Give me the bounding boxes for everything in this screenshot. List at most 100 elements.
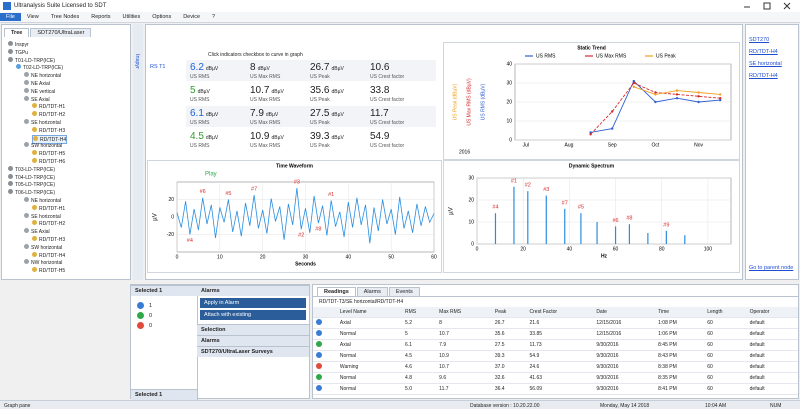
tree-item[interactable]: T03-LD-TRP(ICE) [8,165,55,173]
tree-item[interactable]: RD/TDT-H3 [32,126,65,134]
side-tab[interactable]: Inspyr [134,54,140,69]
tree-item[interactable]: T06-LD-TRP(ICE) [8,189,55,196]
status-db: Database version : 10.20.22.00 [470,403,540,409]
tree-item[interactable]: RD/TDT-H1 [32,103,65,110]
menu-item[interactable]: View [26,14,39,20]
measurement-name: US Crest factor [370,74,405,80]
tree-item[interactable]: RD/TDT-H4 [32,251,65,259]
measurement-name: US RMS [190,120,210,126]
tree-tabs: Tree SDT270/UltraLaser [2,25,130,37]
readings-tab[interactable]: Alarms [356,287,388,296]
reading-cell: default [746,339,798,351]
tree-item[interactable]: T01-LD-TRP(ICE) [8,56,55,64]
node-link[interactable]: RD/TDT-H4 [749,73,778,79]
menu-item[interactable]: File [0,13,21,21]
title-bar: Ultranalysis Suite Licensed to SDT [0,0,800,12]
y-axis-label: µV [153,213,159,220]
tree-item[interactable]: RD/TDT-H5 [32,267,65,274]
reading-cell: 8:41 PM [655,383,705,395]
tree-item[interactable]: RD/TDT-H2 [32,111,65,118]
reading-row[interactable]: Axial 5.2 8 26.7 21.6 12/15/2016 1:08 PM 60 defa… [313,317,798,329]
menu-item[interactable]: Options [152,14,172,20]
tree-item[interactable]: SE Axial [24,228,50,235]
reading-cell: Axial [336,317,403,329]
node-link[interactable]: SE horizontal [749,61,782,67]
readings-tab[interactable]: Readings [317,287,356,296]
tree-item[interactable]: T02-LD-TRP(ICE) [16,64,63,71]
app-icon [3,2,11,10]
tree-item[interactable]: SE Axial [24,95,50,103]
parent-link[interactable]: Go to parent node [749,265,794,271]
tree-item[interactable]: T04-LD-TRP(ICE) [8,173,55,181]
tree-label: SE horizontal [31,120,61,126]
section-header[interactable]: SDT270/UltraLaser Surveys [197,346,309,357]
tree-item[interactable]: RD/TDT-H6 [32,158,65,165]
menu-item[interactable]: Tree Nodes [50,14,80,20]
x-tick-label: 40 [346,254,352,260]
measurement-value: 27.5 [310,108,330,119]
reading-row[interactable]: Warning 4.6 10.7 37.0 24.6 9/30/2016 8:38 PM 60… [313,361,798,373]
tree-item[interactable]: RD/TDT-H5 [32,150,65,157]
tree-item[interactable]: TGPu [8,48,28,56]
measurement-unit: dBµV [205,135,219,141]
measurement-cell: 6.1 dBµV [190,108,218,119]
tree-item[interactable]: RD/TDT-H4 [32,134,68,144]
reading-cell: 10.7 [436,328,492,340]
tree-item[interactable]: RD/TDT-H3 [32,236,65,243]
reading-row[interactable]: Normal 5 10.7 35.6 33.85 12/15/2016 1:06 PM 60 d… [313,328,798,340]
tree-item[interactable]: NE vertical [24,87,56,95]
menu-item[interactable]: Utilities [122,14,141,20]
tree-item[interactable]: NW horizontal [24,259,62,266]
tree-label: RD/TDT-H5 [39,151,66,158]
tree-item[interactable]: T05-LD-TRP(ICE) [8,181,55,188]
tree-item[interactable]: SE horizontal [24,119,61,126]
menu-item[interactable]: Device [183,14,201,20]
measurement-cell: 7.9 dBµV [250,108,278,119]
reading-cell: 12/15/2016 [593,328,656,340]
reading-row[interactable]: Normal 5.0 11.7 36.4 56.09 9/30/2016 8:41 PM 60… [313,383,798,395]
reading-cell: 4.8 [402,372,437,384]
node-link[interactable]: RD/TDT-H4 [749,49,778,55]
status-bar: Graph pane Database version : 10.20.22.0… [0,400,800,409]
action-button[interactable]: Apply in Alarm [200,298,306,308]
tree-item[interactable]: NE horizontal [24,197,61,204]
tree-label: NE vertical [31,88,56,95]
tree-item[interactable]: NE horizontal [24,72,61,79]
series-point [697,91,700,94]
measurement-cell: 6.2 dBµV [190,62,218,73]
readings-tab[interactable]: Events [388,287,420,296]
reading-cell: 54.9 [526,350,594,362]
y-axis-label: US Peak (dBµV) [452,83,458,120]
tree-item[interactable]: SE horizontal [24,212,61,220]
tree-label: NE horizontal [31,198,62,204]
tree-item[interactable]: RD/TDT-H2 [32,220,65,227]
window-controls[interactable] [740,2,798,10]
y-tick-label: 0 [471,241,474,247]
reading-row[interactable]: Normal 4.5 10.9 39.3 54.9 9/30/2016 8:43 PM 60 d… [313,350,798,362]
tree-tab[interactable]: Tree [4,28,30,37]
section-header[interactable]: Alarms [197,335,309,346]
y-tick-label: 10 [506,118,512,124]
node-link[interactable]: SDT270 [749,37,770,43]
menu-item[interactable]: Reports [91,14,111,20]
count-dot [137,322,144,329]
column-header: Peak [491,307,527,318]
reading-row[interactable]: Normal 4.8 9.6 32.6 41.63 9/30/2016 8:35 PM 60 d… [313,372,798,384]
tree-item[interactable]: SW horizontal [24,142,62,149]
tree-icon [24,95,29,101]
section-header[interactable]: Selection [197,324,309,335]
status-cell [313,350,337,362]
tree-item[interactable]: SW horizontal [24,243,62,251]
action-button[interactable]: Attach with existing [200,310,306,320]
tree-tab[interactable]: SDT270/UltraLaser [30,28,92,37]
peak-marker: #6 [612,218,618,224]
reading-row[interactable]: Axial 6.1 7.9 27.5 11.73 9/30/2016 8:45 PM 60 de… [313,339,798,351]
tree-item[interactable]: Inspyr [8,41,29,48]
status-dot [316,374,322,380]
reading-cell: 60 [704,328,747,340]
tree-label: RD/TDT-H2 [39,112,66,119]
menu-item[interactable]: ? [212,14,216,20]
tree-item[interactable]: NE Axial [24,80,50,87]
tree-item[interactable]: RD/TDT-H1 [32,204,65,212]
series-point [611,127,614,130]
